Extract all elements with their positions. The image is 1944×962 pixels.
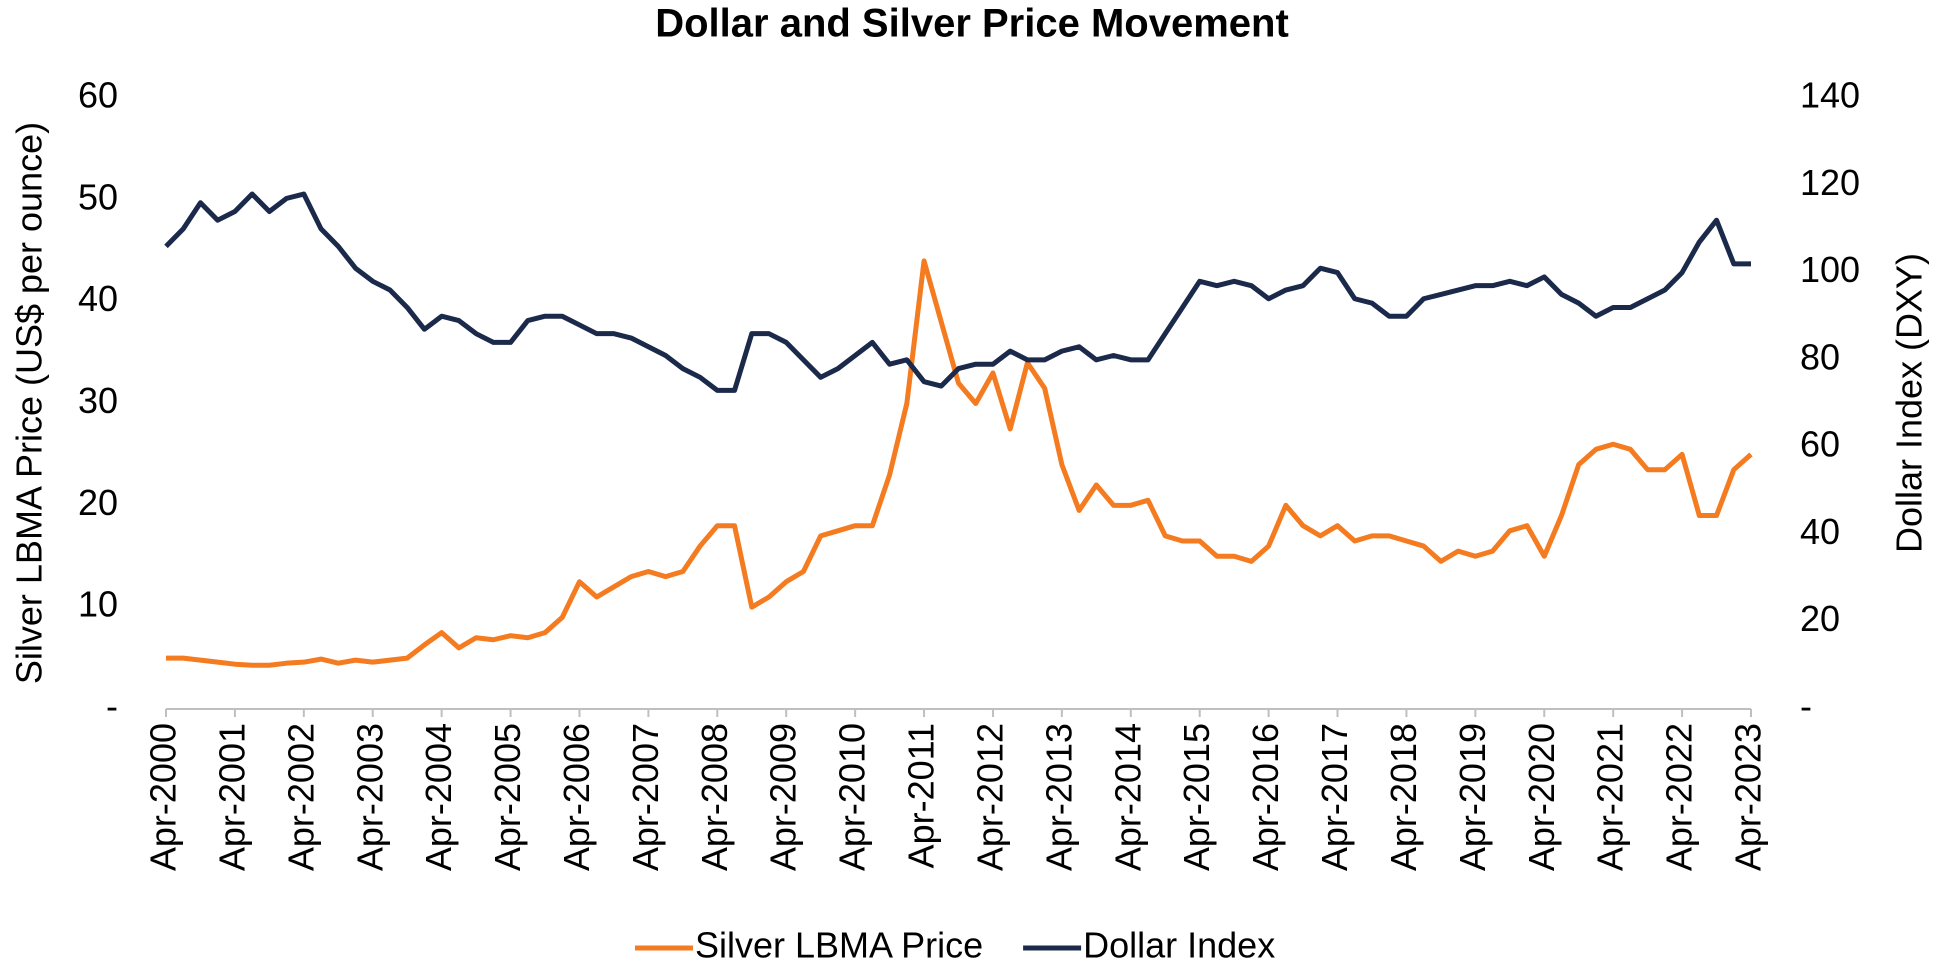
y2-tick-label: 120 bbox=[1800, 162, 1860, 203]
x-tick-label: Apr-2018 bbox=[1383, 723, 1424, 871]
x-tick-label: Apr-2013 bbox=[1038, 723, 1079, 871]
y2-tick-label: 100 bbox=[1800, 249, 1860, 290]
x-tick-label: Apr-2003 bbox=[349, 723, 390, 871]
x-tick-label: Apr-2014 bbox=[1107, 723, 1148, 871]
y2-axis-title: Dollar Index (DXY) bbox=[1889, 253, 1930, 553]
y2-tick-label: 80 bbox=[1800, 336, 1840, 377]
y-tick-label: 60 bbox=[78, 75, 118, 116]
legend-label: Dollar Index bbox=[1083, 925, 1275, 962]
x-tick-label: Apr-2022 bbox=[1659, 723, 1700, 871]
x-tick-label: Apr-2010 bbox=[832, 723, 873, 871]
x-tick-label: Apr-2023 bbox=[1728, 723, 1769, 871]
series-line bbox=[164, 191, 1751, 393]
y2-tick-label: 60 bbox=[1800, 424, 1840, 465]
x-tick-label: Apr-2004 bbox=[418, 723, 459, 871]
y-tick-label: 10 bbox=[78, 584, 118, 625]
y2-tick-label: - bbox=[1800, 686, 1812, 727]
x-tick-label: Apr-2021 bbox=[1590, 723, 1631, 871]
y2-tick-label: 20 bbox=[1800, 598, 1840, 639]
y-tick-label: - bbox=[106, 686, 118, 727]
x-tick-label: Apr-2019 bbox=[1452, 723, 1493, 871]
y-tick-label: 30 bbox=[78, 380, 118, 421]
x-tick-label: Apr-2009 bbox=[763, 723, 804, 871]
x-tick-label: Apr-2016 bbox=[1245, 723, 1286, 871]
legend-label: Silver LBMA Price bbox=[695, 925, 983, 962]
y-axis-title: Silver LBMA Price (US$ per ounce) bbox=[9, 122, 50, 684]
x-tick-label: Apr-2006 bbox=[556, 723, 597, 871]
y-tick-label: 40 bbox=[78, 278, 118, 319]
x-tick-label: Apr-2002 bbox=[280, 723, 321, 871]
y-tick-label: 50 bbox=[78, 176, 118, 217]
x-tick-label: Apr-2000 bbox=[143, 723, 184, 871]
series-line bbox=[166, 258, 1753, 668]
x-tick-label: Apr-2020 bbox=[1521, 723, 1562, 871]
x-tick-label: Apr-2015 bbox=[1176, 723, 1217, 871]
x-tick-label: Apr-2011 bbox=[901, 723, 942, 868]
x-tick-label: Apr-2012 bbox=[969, 723, 1010, 871]
y2-tick-label: 40 bbox=[1800, 511, 1840, 552]
y2-tick-label: 140 bbox=[1800, 75, 1860, 116]
x-tick-label: Apr-2005 bbox=[487, 723, 528, 871]
x-tick-label: Apr-2008 bbox=[694, 723, 735, 871]
x-tick-label: Apr-2001 bbox=[211, 723, 252, 871]
chart-title: Dollar and Silver Price Movement bbox=[655, 2, 1289, 46]
x-tick-label: Apr-2007 bbox=[625, 723, 666, 871]
y-tick-label: 20 bbox=[78, 482, 118, 523]
x-tick-label: Apr-2017 bbox=[1314, 723, 1355, 871]
